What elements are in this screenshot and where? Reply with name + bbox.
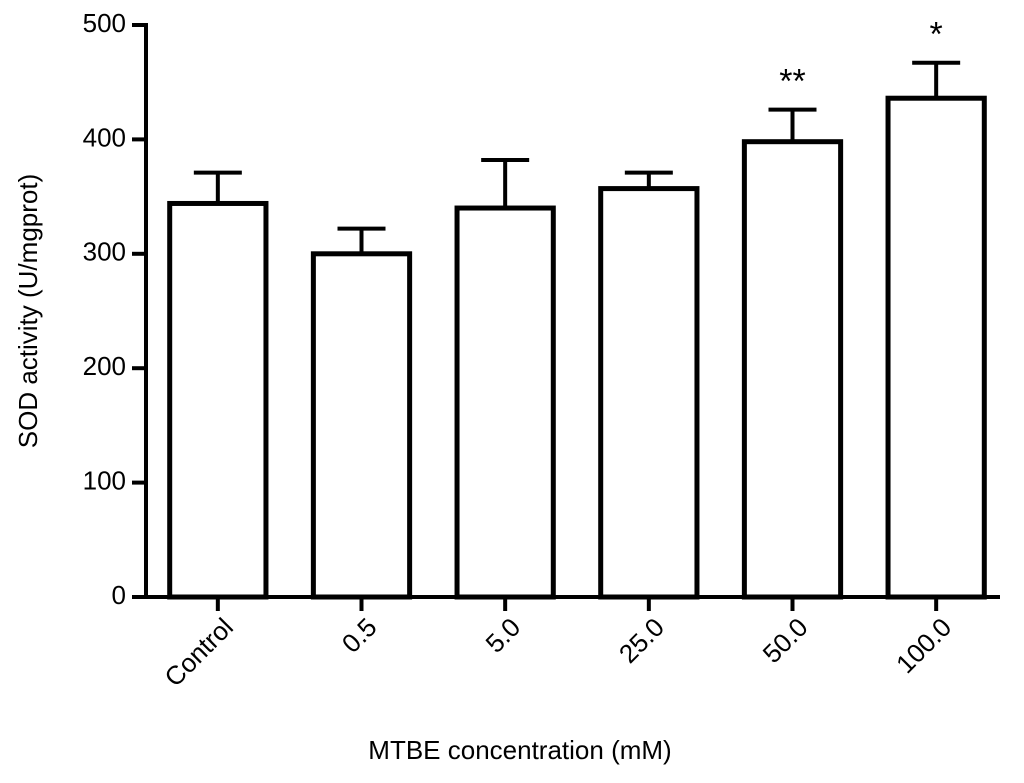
y-tick-label: 200 xyxy=(83,351,126,381)
annotation: ** xyxy=(779,63,805,101)
y-tick-label: 500 xyxy=(83,8,126,38)
x-tick-label: 5.0 xyxy=(479,612,526,659)
x-tick-label: 50.0 xyxy=(757,612,814,669)
y-axis-title: SOD activity (U/mgprot) xyxy=(13,174,43,449)
annotation: * xyxy=(930,16,943,54)
x-tick-label: 0.5 xyxy=(336,612,383,659)
y-tick-label: 100 xyxy=(83,465,126,495)
x-axis-title: MTBE concentration (mM) xyxy=(368,735,671,765)
bar xyxy=(167,200,269,600)
bar xyxy=(310,251,413,600)
bar xyxy=(741,139,844,600)
y-tick-label: 400 xyxy=(83,122,126,152)
y-tick-label: 300 xyxy=(83,237,126,267)
bar xyxy=(454,205,556,600)
x-tick-label: 100.0 xyxy=(890,612,957,679)
bar xyxy=(598,186,700,600)
y-tick-label: 0 xyxy=(112,580,126,610)
x-tick-label: 25.0 xyxy=(613,612,670,669)
x-tick-label: Control xyxy=(158,612,238,692)
bar xyxy=(885,95,987,600)
